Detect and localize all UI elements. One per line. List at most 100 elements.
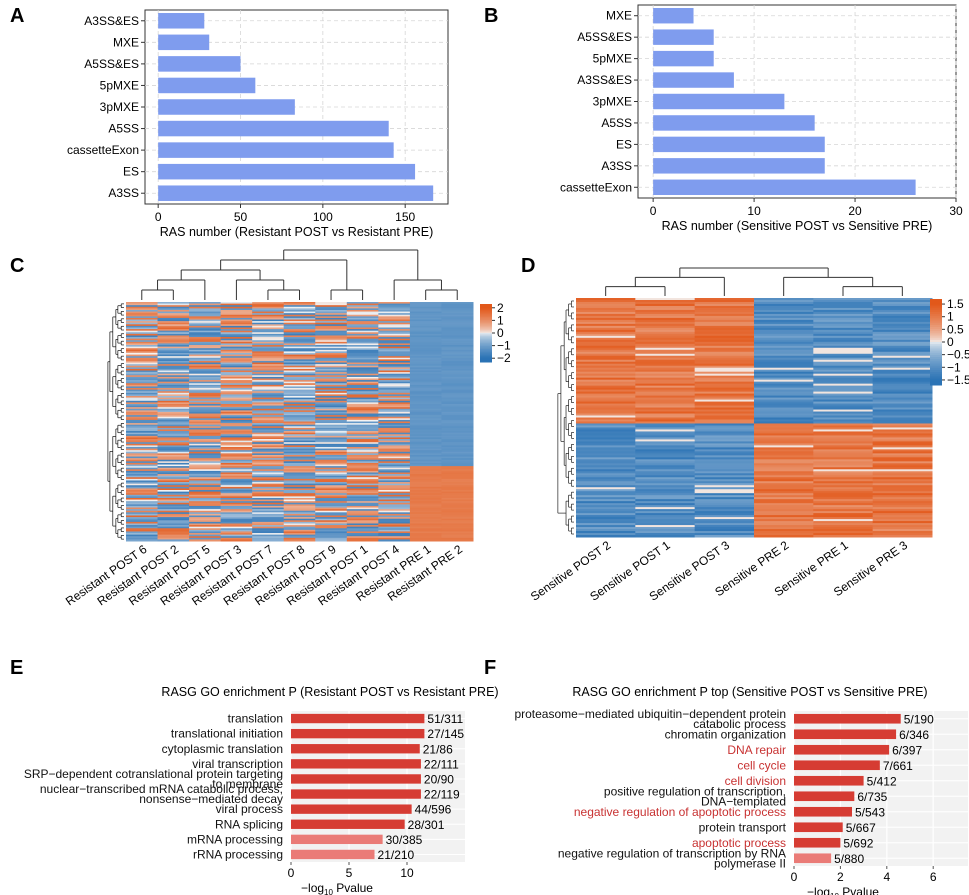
heatmap-cell xyxy=(252,496,285,499)
go-bar-count-label: 20/90 xyxy=(424,772,454,786)
heatmap-cell xyxy=(126,515,159,518)
heatmap-cell xyxy=(754,397,814,401)
heatmap-cell xyxy=(441,490,474,493)
heatmap-cell xyxy=(252,343,285,346)
heatmap-cell xyxy=(126,482,159,485)
heatmap-cell xyxy=(157,450,190,453)
heatmap-cell xyxy=(220,426,253,429)
heatmap-cell xyxy=(126,494,159,497)
heatmap-cell xyxy=(409,456,442,459)
heatmap-cell xyxy=(378,329,411,332)
heatmap-cell xyxy=(252,362,285,365)
heatmap-cell xyxy=(126,394,159,397)
heatmap-cell xyxy=(315,324,348,327)
go-bar xyxy=(794,713,901,724)
heatmap-cell xyxy=(283,388,316,391)
heatmap-cell xyxy=(157,407,190,410)
heatmap-cell xyxy=(315,429,348,432)
panel-letter-d: D xyxy=(521,255,535,277)
y-tick-label: cassetteExon xyxy=(67,143,139,157)
heatmap-cell xyxy=(283,423,316,426)
heatmap-cell xyxy=(189,324,222,327)
heatmap-cell xyxy=(635,469,696,472)
heatmap-cell xyxy=(126,354,159,357)
heatmap-cell xyxy=(126,480,159,483)
heatmap-cell xyxy=(220,509,253,512)
heatmap-cell xyxy=(754,387,814,391)
heatmap-cell xyxy=(346,461,379,464)
heatmap-cell xyxy=(441,370,474,373)
heatmap-cell xyxy=(283,445,316,448)
heatmap-cell xyxy=(754,449,814,452)
heatmap-cell xyxy=(872,473,933,476)
heatmap-cell xyxy=(872,457,933,460)
legend-swatch xyxy=(480,314,492,317)
heatmap-cell xyxy=(872,383,933,387)
heatmap-cell xyxy=(346,381,379,384)
heatmap-cell xyxy=(754,305,814,309)
heatmap-cell xyxy=(189,459,222,462)
heatmap-cell xyxy=(872,439,933,442)
heatmap-cell xyxy=(754,447,814,450)
heatmap-cell xyxy=(754,491,814,494)
heatmap-cell xyxy=(813,337,874,341)
heatmap-cell xyxy=(813,507,874,510)
heatmap-cell xyxy=(315,499,348,502)
heatmap-cell xyxy=(189,333,222,336)
heatmap-cell xyxy=(157,370,190,373)
heatmap-cell xyxy=(694,489,755,492)
heatmap-cell xyxy=(315,512,348,515)
heatmap-cell xyxy=(220,338,253,341)
heatmap-cell xyxy=(441,448,474,451)
heatmap-cell xyxy=(252,486,285,489)
heatmap-cell xyxy=(283,403,316,407)
heatmap-cell xyxy=(872,375,933,379)
heatmap-cell xyxy=(126,435,159,438)
heatmap-cell xyxy=(252,493,285,496)
heatmap-cell xyxy=(409,501,442,504)
legend-swatch xyxy=(930,320,942,324)
heatmap-cell xyxy=(315,493,348,496)
heatmap-cell xyxy=(378,388,411,391)
heatmap-cell xyxy=(315,470,348,473)
heatmap-cell xyxy=(157,496,190,499)
heatmap-cell xyxy=(872,515,933,518)
heatmap-cell xyxy=(126,389,159,392)
heatmap-cell xyxy=(189,470,222,473)
heatmap-cell xyxy=(252,383,285,386)
heatmap-cell xyxy=(378,536,411,539)
heatmap-cell xyxy=(378,372,411,375)
heatmap-cell xyxy=(315,451,348,454)
heatmap-cell xyxy=(813,485,874,488)
heatmap-cell xyxy=(694,529,755,532)
heatmap-cell xyxy=(126,368,159,372)
heatmap-cell xyxy=(252,431,285,434)
heatmap-cell xyxy=(315,418,348,421)
heatmap-cell xyxy=(872,479,933,482)
heatmap-cell xyxy=(813,489,874,492)
heatmap-cell xyxy=(315,507,348,510)
heatmap-cell xyxy=(813,441,874,444)
heatmap-cell xyxy=(694,321,755,325)
heatmap-cell xyxy=(189,392,222,395)
heatmap-cell xyxy=(252,354,285,357)
heatmap-cell xyxy=(635,415,696,418)
heatmap-cell xyxy=(872,529,933,532)
heatmap-cell xyxy=(315,311,348,314)
heatmap-cell xyxy=(635,445,696,448)
heatmap-cell xyxy=(409,496,442,499)
heatmap-cell xyxy=(635,301,696,305)
heatmap-cell xyxy=(315,419,348,422)
heatmap-cell xyxy=(189,343,222,346)
x-axis-label-prefix: −log xyxy=(807,885,830,895)
heatmap-cell xyxy=(872,467,933,470)
heatmap-cell xyxy=(315,321,348,324)
heatmap-cell xyxy=(283,405,316,408)
heatmap-cell xyxy=(346,515,379,518)
heatmap-cell xyxy=(252,523,285,526)
heatmap-cell xyxy=(576,301,636,305)
heatmap-cell xyxy=(189,370,222,373)
heatmap-cell xyxy=(346,478,379,481)
heatmap-cell xyxy=(315,515,348,518)
heatmap-cell xyxy=(315,376,348,379)
